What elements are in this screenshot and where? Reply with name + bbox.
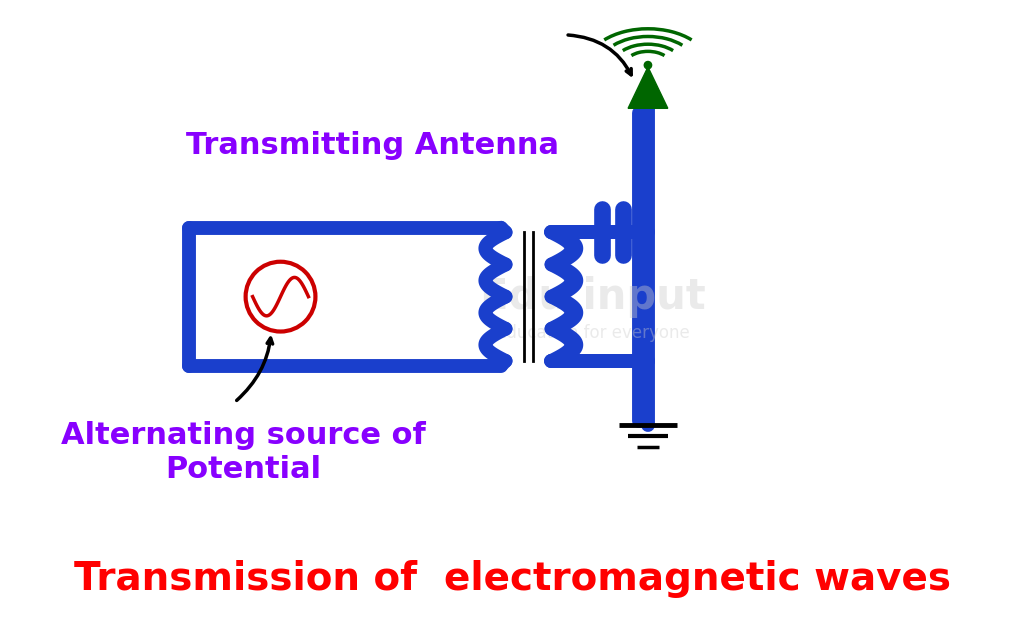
Text: Transmission of  electromagnetic waves: Transmission of electromagnetic waves	[74, 559, 950, 598]
Text: Transmitting Antenna: Transmitting Antenna	[186, 130, 559, 159]
Polygon shape	[628, 67, 668, 108]
Circle shape	[644, 62, 651, 69]
Text: Edu input: Edu input	[480, 276, 706, 318]
Text: Education for everyone: Education for everyone	[496, 324, 690, 342]
Text: Alternating source of
Potential: Alternating source of Potential	[61, 421, 426, 484]
